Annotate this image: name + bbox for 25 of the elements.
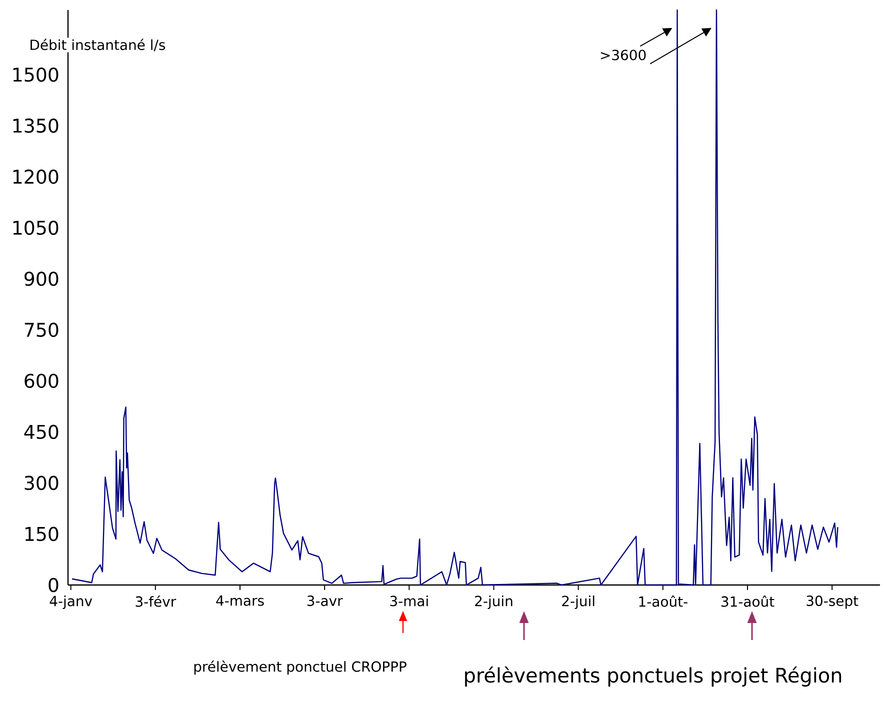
y-tick-label: 1200 <box>13 170 58 184</box>
y-tick-label: 1500 <box>13 67 58 82</box>
text: prélèvements ponctuels projet Région <box>465 666 842 687</box>
x-tick-label: 4-janv <box>50 596 92 610</box>
x-tick-label: 30-sept <box>806 596 858 609</box>
y-tick-label: 600 <box>24 374 58 388</box>
y-tick-label: 900 <box>24 272 58 286</box>
x-tick-label: 4-mars <box>216 596 264 606</box>
x-tick-label: 2-juil <box>562 596 594 610</box>
y-tick-label: 750 <box>24 322 58 337</box>
x-tick-label: 3-mai <box>390 596 428 606</box>
x-tick-label: 1-août- <box>639 596 688 607</box>
text: prélèvement ponctuel CROPPP <box>194 660 406 675</box>
x-tick-label: 3-avr <box>307 596 343 606</box>
y-tick-label: 450 <box>24 424 58 440</box>
y-tick-label: 300 <box>24 476 58 490</box>
y-axis-title: Débit instantané l/s <box>30 38 166 52</box>
y-tick-label: 1050 <box>13 220 58 235</box>
annotation: >3600 <box>600 50 646 60</box>
x-tick-label: 2-juin <box>475 596 512 610</box>
x-tick-label: 3-févr <box>136 596 176 607</box>
y-tick-label: 150 <box>25 526 58 542</box>
x-tick-label: 31-août <box>721 596 774 607</box>
y-tick-label: 0 <box>48 578 58 592</box>
y-tick-label: 1350 <box>13 118 58 133</box>
